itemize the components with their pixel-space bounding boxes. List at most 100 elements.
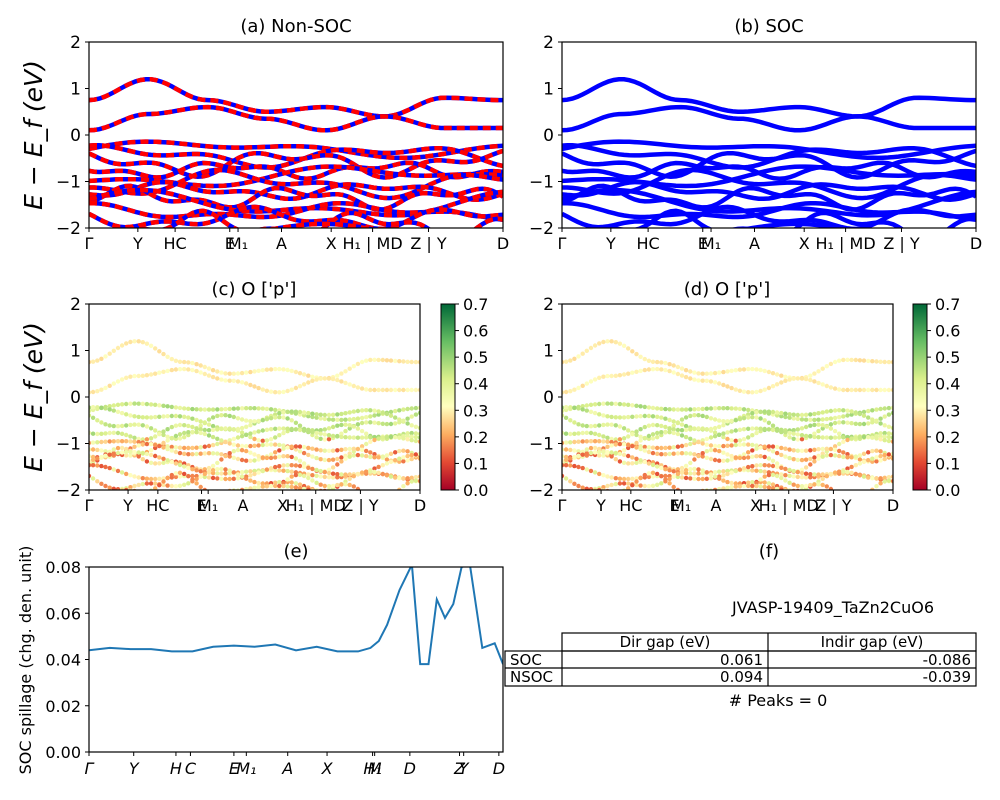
projection-point bbox=[277, 415, 282, 420]
projection-point bbox=[252, 369, 257, 374]
projection-point bbox=[144, 441, 150, 447]
projection-point bbox=[663, 416, 668, 421]
projection-point bbox=[368, 387, 373, 393]
projection-point bbox=[359, 470, 365, 475]
projection-point bbox=[182, 423, 187, 428]
projection-point bbox=[592, 450, 598, 455]
projection-point bbox=[190, 467, 195, 472]
band-line bbox=[562, 77, 976, 119]
projection-point bbox=[231, 378, 236, 383]
panel-e-title: (e) bbox=[283, 541, 308, 562]
projection-point bbox=[750, 454, 755, 459]
projection-point bbox=[588, 430, 594, 436]
projection-point bbox=[572, 497, 576, 501]
projection-point bbox=[746, 450, 751, 455]
projection-point bbox=[770, 449, 776, 454]
axes-e: 0.080.060.040.020.00Γ Y H C EM₁ A X H₁M D ZY D bbox=[45, 558, 505, 778]
projection-point bbox=[161, 479, 166, 484]
projection-point bbox=[568, 358, 573, 363]
projection-point bbox=[339, 422, 344, 428]
projection-point bbox=[597, 401, 602, 407]
row-soc-dir: 0.061 bbox=[720, 651, 763, 669]
projection-point bbox=[774, 410, 780, 415]
projection-point bbox=[264, 442, 270, 447]
projection-point bbox=[671, 423, 676, 428]
projection-point bbox=[260, 387, 265, 392]
projection-point bbox=[405, 416, 410, 421]
projection-point bbox=[351, 484, 356, 489]
projection-point bbox=[219, 476, 224, 481]
projection-point bbox=[293, 447, 299, 452]
projection-point bbox=[111, 381, 117, 386]
projection-point bbox=[741, 427, 747, 432]
projection-point bbox=[663, 406, 668, 412]
projection-point bbox=[198, 370, 203, 375]
projection-point bbox=[597, 432, 602, 438]
projection-point bbox=[261, 497, 265, 501]
projection-point bbox=[874, 484, 879, 489]
projection-point bbox=[215, 491, 219, 495]
projection-point bbox=[239, 474, 245, 479]
projection-point bbox=[634, 440, 639, 446]
projection-point bbox=[223, 491, 227, 495]
projection-point bbox=[136, 339, 141, 344]
projection-point bbox=[692, 413, 697, 418]
projection-point bbox=[318, 431, 323, 436]
projection-point bbox=[99, 497, 103, 501]
projection-point bbox=[281, 463, 286, 468]
projection-point bbox=[194, 476, 199, 482]
projection-point bbox=[812, 431, 817, 436]
projection-point bbox=[90, 415, 96, 420]
row-nsoc-dir: 0.094 bbox=[720, 668, 763, 686]
projection-point bbox=[758, 388, 763, 394]
projection-point bbox=[380, 387, 385, 393]
projection-point bbox=[210, 434, 216, 440]
projection-point bbox=[401, 436, 406, 441]
projection-point bbox=[717, 370, 722, 375]
projection-point bbox=[626, 476, 631, 482]
projection-point bbox=[824, 453, 829, 458]
projection-point bbox=[783, 378, 788, 383]
projection-point bbox=[832, 453, 838, 458]
projection-point bbox=[576, 422, 581, 427]
projection-point bbox=[754, 463, 759, 468]
projection-point bbox=[874, 436, 879, 441]
projection-point bbox=[384, 411, 390, 417]
projection-point bbox=[310, 411, 315, 416]
projection-point bbox=[696, 453, 701, 459]
projection-point bbox=[770, 384, 776, 389]
band-line bbox=[562, 148, 976, 180]
projection-point bbox=[124, 449, 129, 455]
projection-point bbox=[165, 368, 170, 374]
projection-point bbox=[584, 467, 589, 472]
projection-point bbox=[248, 486, 253, 490]
projection-point bbox=[281, 483, 286, 489]
projection-point bbox=[169, 472, 174, 478]
projection-point bbox=[824, 409, 829, 414]
projection-point bbox=[696, 378, 701, 383]
projection-point bbox=[202, 420, 207, 425]
projection-point bbox=[675, 427, 681, 433]
projection-point bbox=[174, 494, 178, 498]
projection-point bbox=[783, 374, 788, 379]
projection-point bbox=[605, 373, 610, 379]
projection-point bbox=[177, 359, 183, 364]
projection-point bbox=[339, 434, 344, 440]
panel-d-title: (d) O ['p'] bbox=[684, 279, 770, 300]
projection-point bbox=[684, 491, 688, 495]
projection-point bbox=[878, 458, 883, 463]
projection-point bbox=[194, 368, 199, 374]
projection-point bbox=[198, 363, 203, 368]
projection-point bbox=[762, 474, 767, 479]
projection-point bbox=[384, 461, 390, 466]
projection-point bbox=[223, 476, 228, 482]
projection-point bbox=[355, 422, 361, 427]
projection-point bbox=[675, 444, 681, 449]
k-tick-label: M₁ bbox=[236, 759, 256, 778]
projection-point bbox=[758, 367, 763, 373]
projection-point bbox=[721, 382, 726, 388]
projection-point bbox=[173, 433, 179, 439]
projection-point bbox=[849, 357, 854, 363]
projection-point bbox=[774, 372, 780, 377]
